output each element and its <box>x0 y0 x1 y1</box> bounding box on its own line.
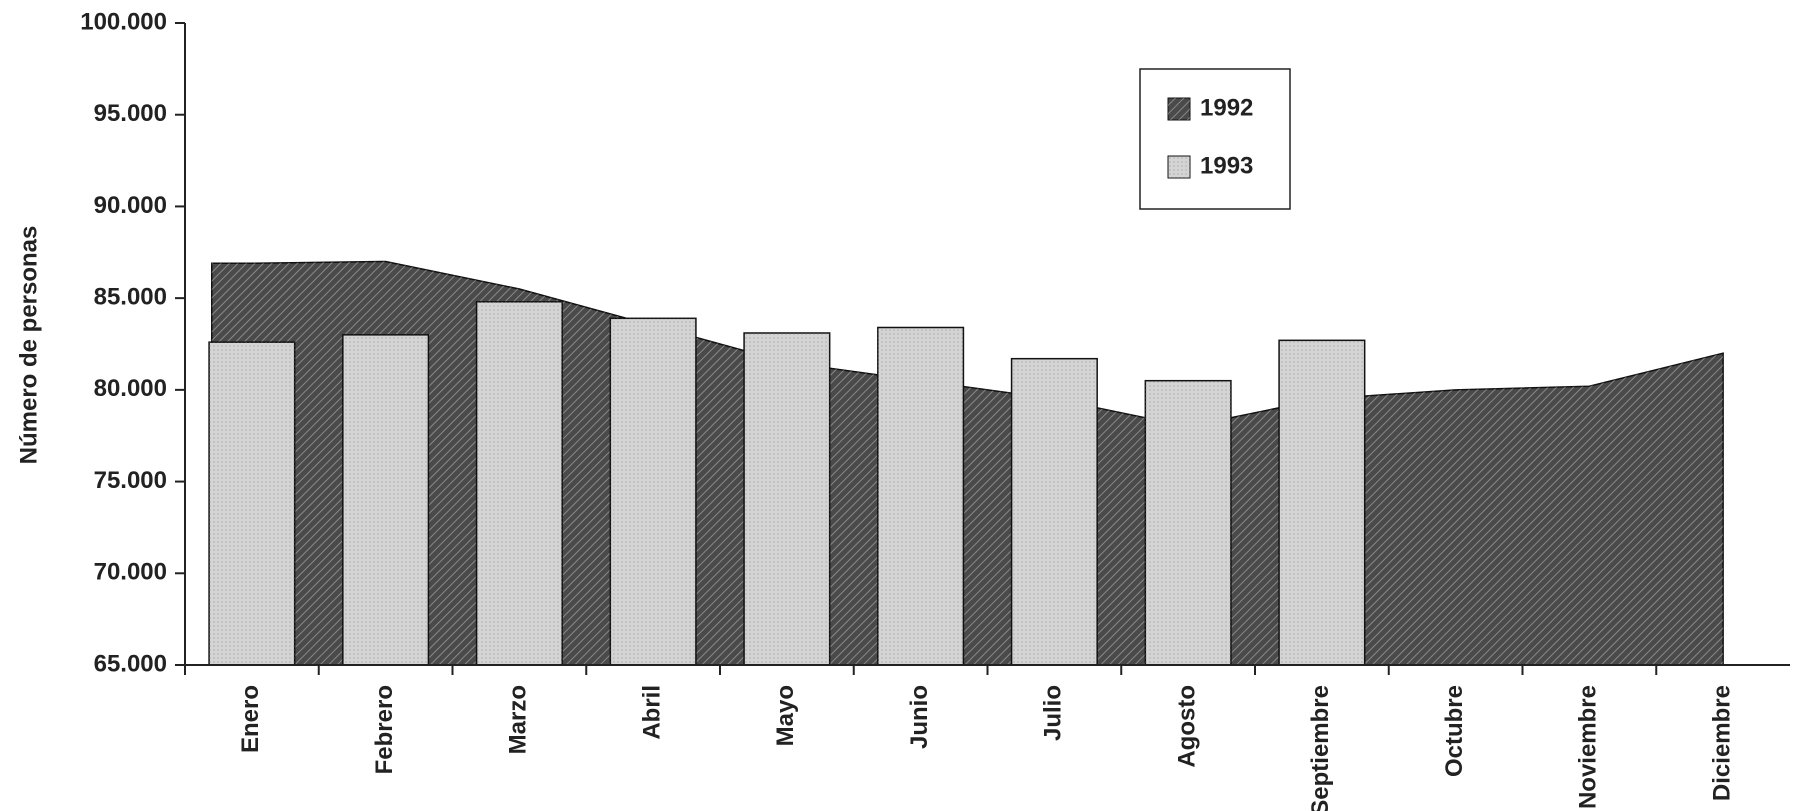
y-axis-label: Número de personas <box>15 226 42 465</box>
x-tick-label: Octubre <box>1441 685 1468 777</box>
x-tick-label: Febrero <box>371 685 398 774</box>
x-tick-label: Septiembre <box>1307 685 1334 811</box>
y-tick-label: 90.000 <box>94 192 167 219</box>
x-tick-label: Marzo <box>505 685 532 754</box>
legend-swatch-texture <box>1168 156 1190 178</box>
bar-texture <box>1279 340 1365 665</box>
bar-texture <box>476 301 563 665</box>
y-tick-label: 100.000 <box>80 8 167 35</box>
legend-swatch-texture <box>1168 98 1190 120</box>
y-tick-label: 85.000 <box>94 283 167 310</box>
y-tick-label: 65.000 <box>94 650 167 677</box>
x-tick-label: Diciembre <box>1708 685 1735 801</box>
bar-texture <box>610 318 696 665</box>
area-hatch <box>211 261 1724 665</box>
y-tick-label: 80.000 <box>94 375 167 402</box>
bar-texture <box>877 327 964 665</box>
legend-label: 1993 <box>1200 152 1253 179</box>
y-tick-label: 75.000 <box>94 467 167 494</box>
bar-texture <box>209 342 295 665</box>
bar-texture <box>342 334 429 665</box>
y-tick-label: 95.000 <box>94 100 167 127</box>
x-tick-label: Junio <box>906 685 933 749</box>
x-tick-label: Mayo <box>772 685 799 746</box>
legend-label: 1992 <box>1200 94 1253 121</box>
bar-texture <box>1145 380 1231 665</box>
legend-box <box>1139 68 1291 210</box>
y-tick-label: 70.000 <box>94 559 167 586</box>
x-tick-label: Agosto <box>1173 685 1200 768</box>
x-tick-label: Abril <box>638 685 665 740</box>
bar-texture <box>1011 358 1098 665</box>
x-tick-label: Noviembre <box>1575 685 1602 809</box>
x-tick-label: Julio <box>1040 685 1067 741</box>
bar-texture <box>744 332 830 665</box>
x-tick-label: Enero <box>237 685 264 753</box>
